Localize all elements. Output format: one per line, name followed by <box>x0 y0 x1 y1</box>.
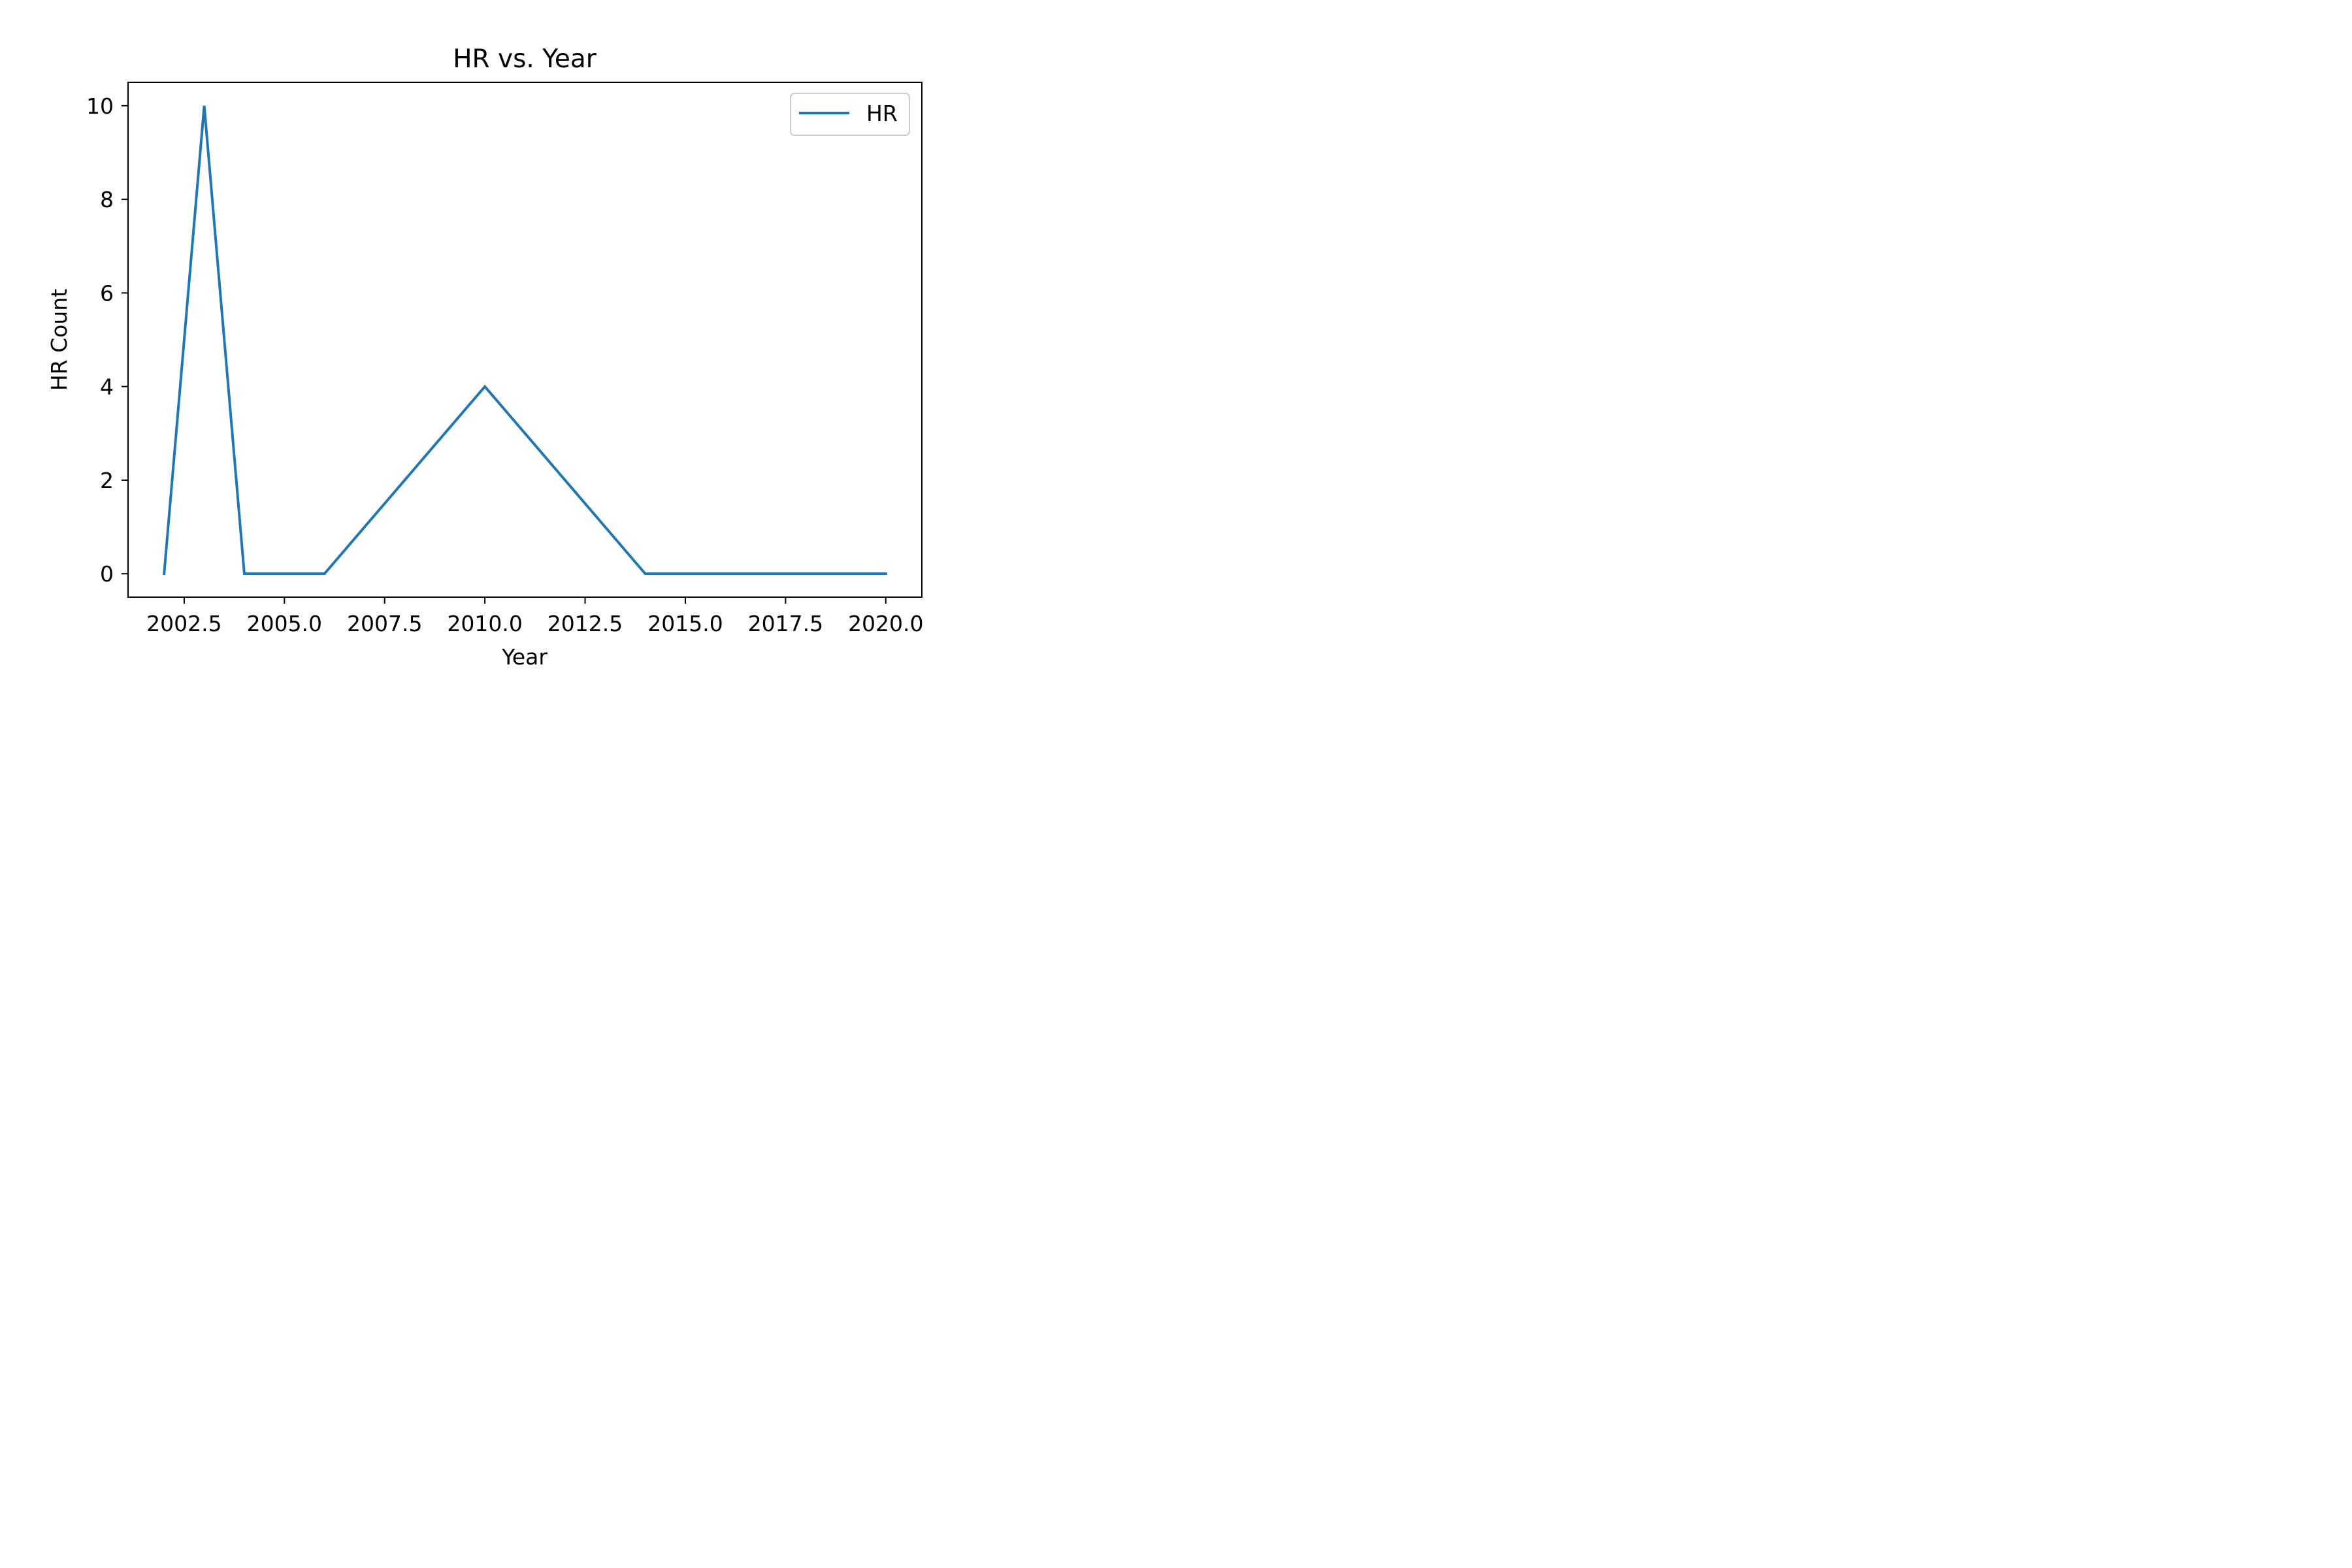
y-tick-label: 6 <box>100 280 114 306</box>
y-tick-label: 4 <box>100 374 114 400</box>
x-tick-label: 2020.0 <box>848 611 923 636</box>
y-tick-label: 8 <box>100 187 114 212</box>
x-tick-label: 2010.0 <box>447 611 522 636</box>
x-tick-label: 2017.5 <box>748 611 823 636</box>
x-axis: 2002.5 2005.0 2007.5 2010.0 2012.5 2015.0 2017… <box>146 597 924 636</box>
legend: HR <box>790 93 910 136</box>
x-axis-label: Year <box>501 644 547 670</box>
x-tick-label: 2012.5 <box>547 611 623 636</box>
chart-title: HR vs. Year <box>453 44 597 74</box>
y-tick-label: 0 <box>100 561 114 587</box>
series-line-hr <box>163 105 887 576</box>
y-tick-label: 2 <box>100 468 114 493</box>
x-tick-label: 2007.5 <box>347 611 422 636</box>
x-tick-label: 2002.5 <box>146 611 221 636</box>
y-tick-label: 10 <box>86 93 114 119</box>
line-chart: HR vs. Year 2002.5 2005.0 2007.5 2010.0 2012… <box>0 0 1011 683</box>
legend-box <box>790 93 910 136</box>
plot-area <box>163 105 887 576</box>
x-tick-label: 2015.0 <box>647 611 723 636</box>
axes-frame <box>127 82 923 598</box>
legend-label-hr: HR <box>866 101 898 126</box>
y-axis: 0 2 4 6 8 10 <box>86 93 128 587</box>
x-tick-label: 2005.0 <box>247 611 322 636</box>
y-axis-label: HR Count <box>46 289 72 391</box>
